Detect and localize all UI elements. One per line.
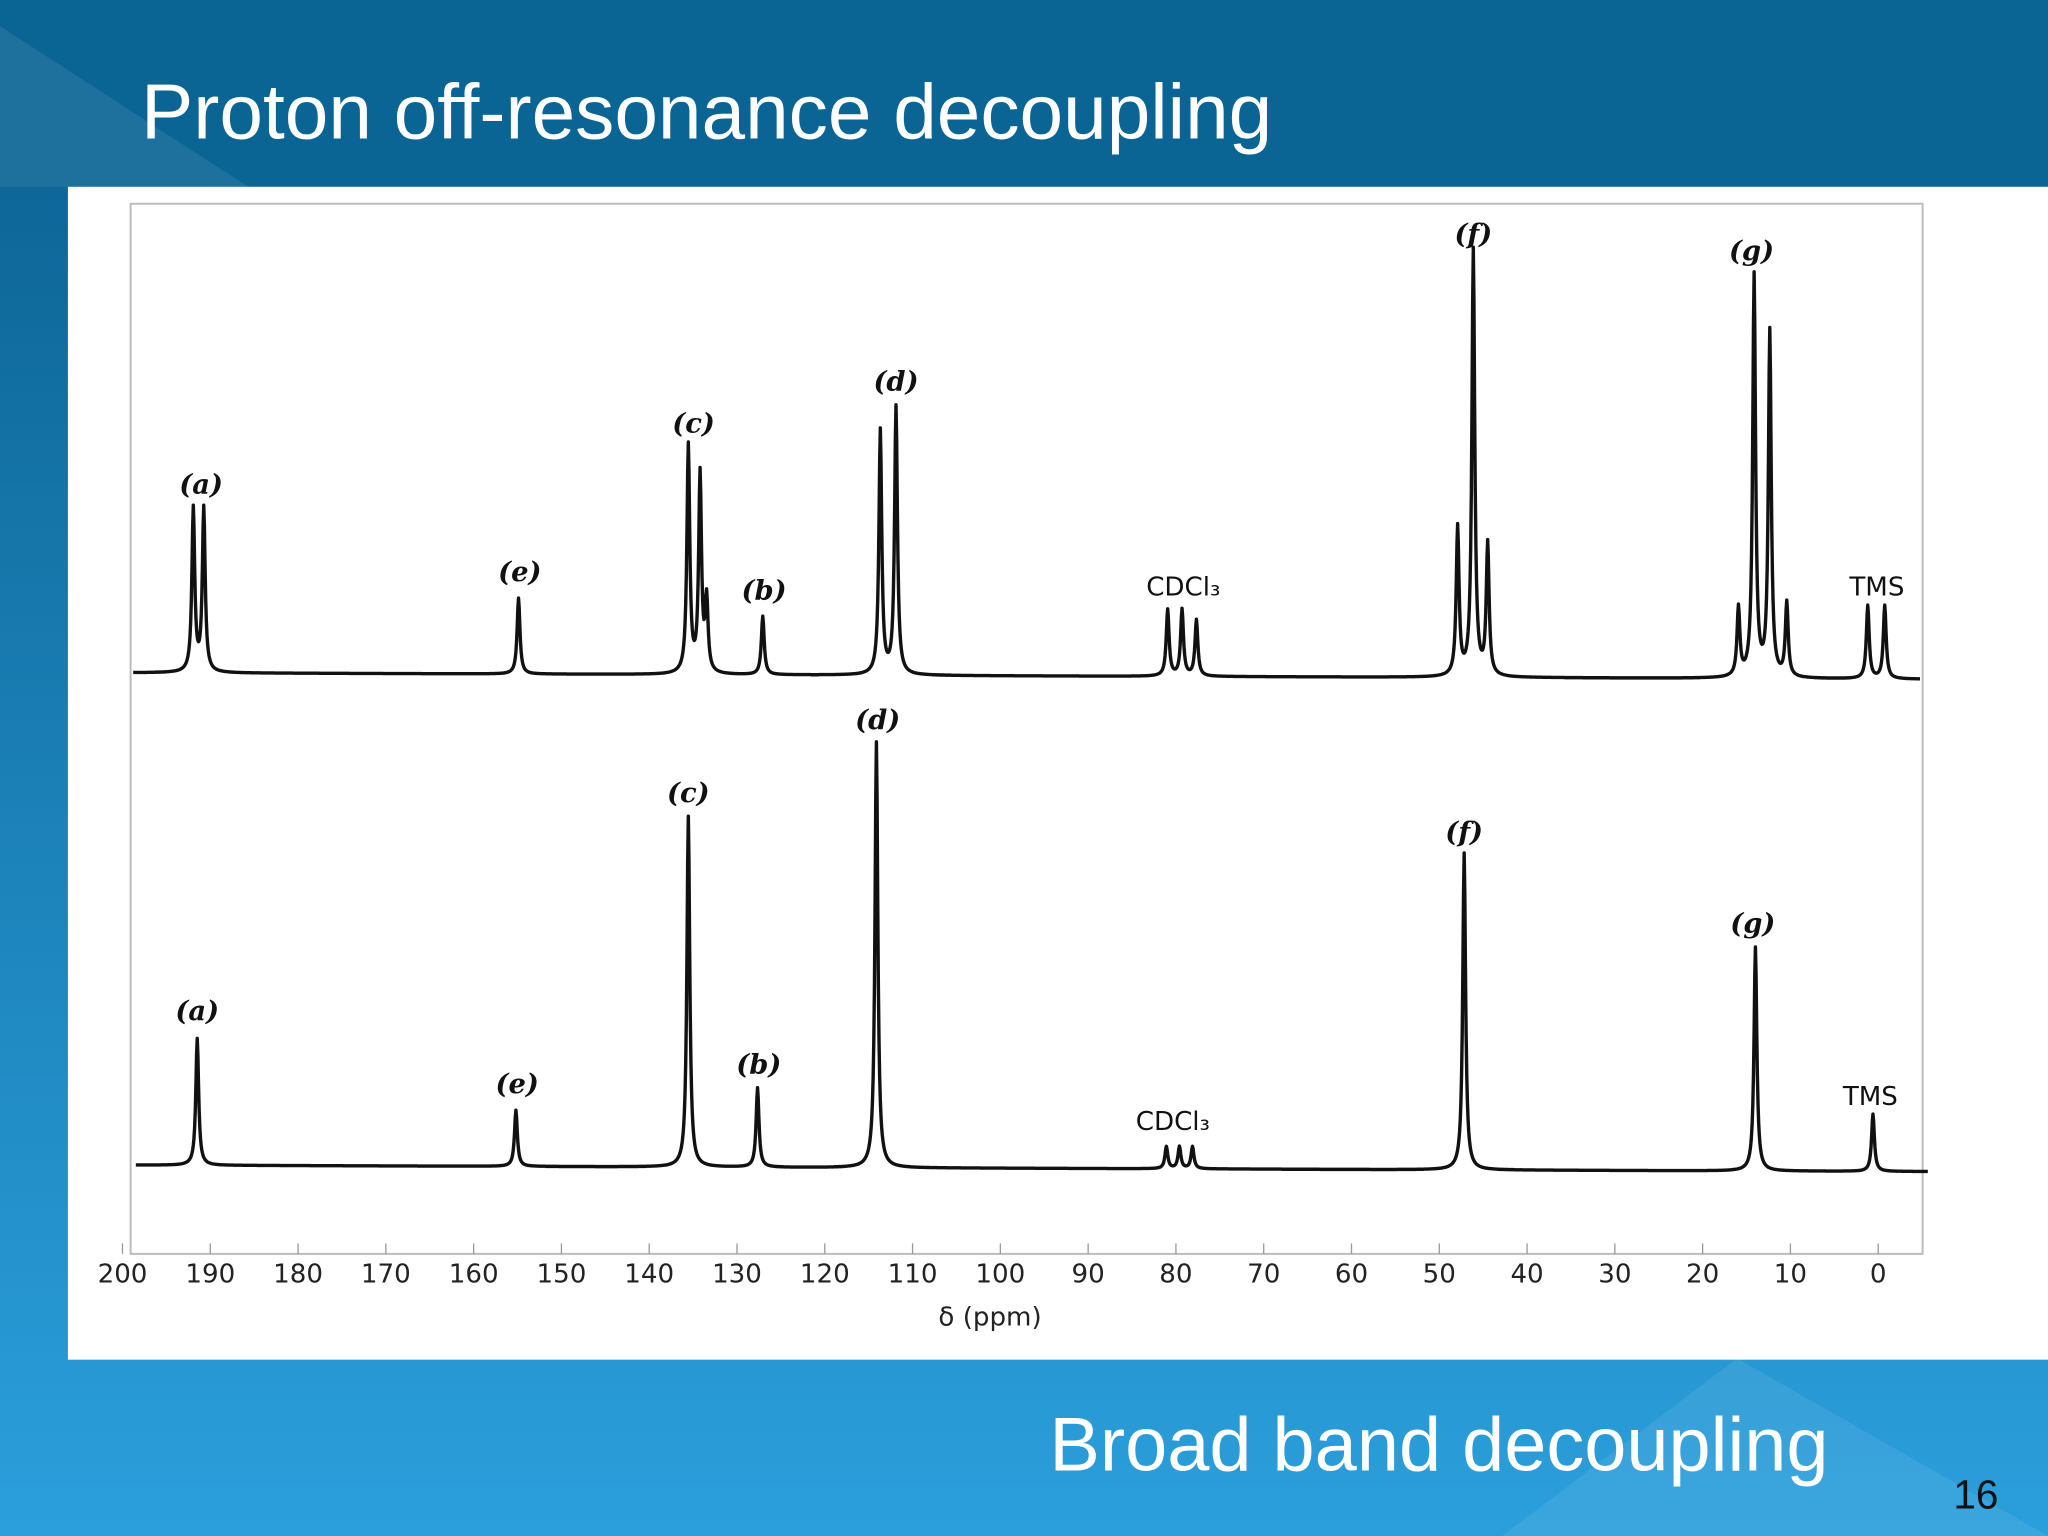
peak-label: (d): [855, 704, 900, 736]
tick-label: 60: [1335, 1260, 1368, 1290]
tick-label: 100: [975, 1260, 1025, 1290]
tick-label: 70: [1247, 1260, 1280, 1290]
tick-label: 110: [888, 1260, 938, 1290]
decor: [1502, 1358, 2048, 1536]
tick-label: 160: [449, 1260, 499, 1290]
tick-label: 20: [1686, 1260, 1719, 1290]
decor: [0, 26, 249, 187]
page-number: 16: [1953, 1472, 1998, 1518]
tick-label: 200: [98, 1260, 148, 1290]
slide-title: Proton off-resonance decoupling: [141, 67, 1272, 155]
spectrum-frame: [129, 202, 1924, 1255]
peak-label: (e): [496, 1068, 539, 1100]
peak-label: (d): [873, 366, 918, 398]
axis-label: δ (ppm): [938, 1303, 1041, 1333]
tick-label: 170: [361, 1260, 411, 1290]
tick-label: 130: [712, 1260, 762, 1290]
tick-label: 140: [624, 1260, 674, 1290]
tick-label: 30: [1598, 1260, 1631, 1290]
peak-label: (b): [736, 1049, 781, 1081]
peak-label: TMS: [1842, 1082, 1898, 1112]
tick-label: 50: [1423, 1260, 1456, 1290]
figure-panel: [67, 186, 2048, 1360]
tick-label: 90: [1072, 1260, 1105, 1290]
tick-label: 0: [1870, 1260, 1887, 1290]
peak-label: (b): [742, 575, 787, 607]
peak-label: (g): [1729, 235, 1774, 267]
tick-label: 80: [1159, 1260, 1192, 1290]
caption: Broad band decoupling: [1049, 1403, 1828, 1488]
peak-label: (e): [498, 556, 541, 588]
tick-label: 180: [273, 1260, 323, 1290]
peak-label: (g): [1730, 908, 1775, 940]
peak-label: CDCl₃: [1146, 573, 1220, 603]
tick-label: 120: [800, 1260, 850, 1290]
peak-label: (f): [1454, 218, 1492, 250]
spectrum-trace: [134, 740, 1929, 1174]
tick-label: 10: [1774, 1260, 1807, 1290]
peak-label: (a): [175, 995, 219, 1027]
peak-label: TMS: [1848, 573, 1904, 603]
tick-label: 190: [185, 1260, 235, 1290]
peak-label: (f): [1445, 816, 1483, 848]
header-band: [0, 0, 2048, 187]
tick-label: 40: [1510, 1260, 1543, 1290]
peak-label: CDCl₃: [1136, 1107, 1210, 1137]
peak-label: (c): [672, 407, 715, 439]
tick-label: 150: [537, 1260, 587, 1290]
peak-label: (a): [179, 469, 223, 501]
peak-label: (c): [667, 777, 710, 809]
spectrum-trace: [132, 245, 1922, 681]
